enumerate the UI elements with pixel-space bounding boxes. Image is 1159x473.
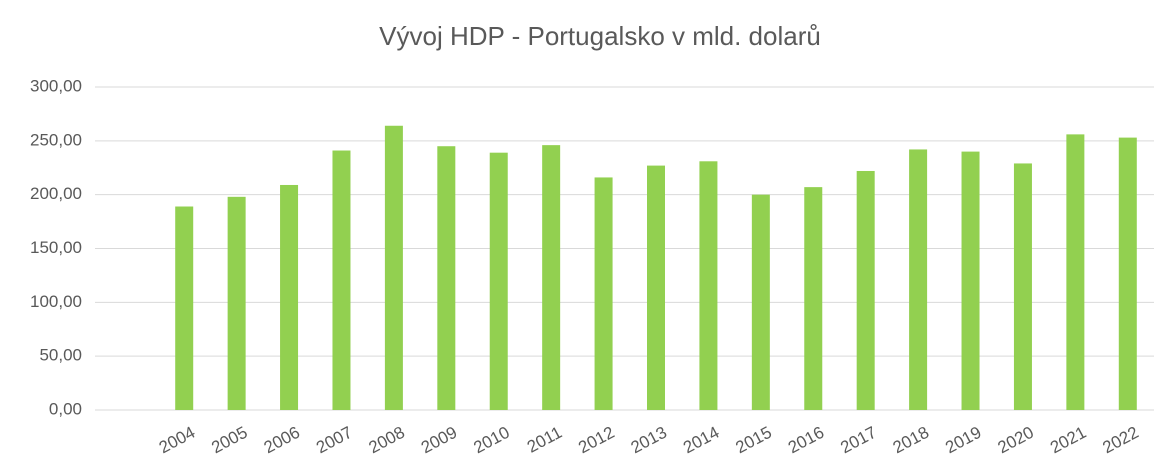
bar xyxy=(961,151,980,410)
x-tick-label: 2017 xyxy=(837,423,879,458)
x-tick-label: 2008 xyxy=(366,423,408,458)
y-tick-label: 200,00 xyxy=(30,184,82,203)
x-tick-label: 2004 xyxy=(156,423,198,458)
bar xyxy=(437,146,456,410)
x-tick-label: 2012 xyxy=(575,423,617,458)
x-tick-label: 2014 xyxy=(680,423,722,458)
x-tick-label: 2009 xyxy=(418,423,460,458)
bar xyxy=(647,165,665,410)
bar xyxy=(1066,134,1085,410)
bar xyxy=(332,150,351,411)
bar xyxy=(804,187,823,410)
y-tick-label: 250,00 xyxy=(30,130,82,149)
x-tick-label: 2016 xyxy=(785,423,827,458)
bar xyxy=(751,194,770,410)
x-tick-label: 2022 xyxy=(1099,423,1141,458)
bar xyxy=(227,196,246,410)
x-tick-label: 2019 xyxy=(942,423,984,458)
bar xyxy=(489,152,508,410)
x-tick-label: 2006 xyxy=(261,423,303,458)
y-tick-label: 0,00 xyxy=(49,399,82,418)
bar xyxy=(594,177,613,410)
y-tick-label: 100,00 xyxy=(30,292,82,311)
bar xyxy=(280,184,299,410)
x-tick-label: 2013 xyxy=(628,423,670,458)
bar xyxy=(699,161,718,410)
bar xyxy=(384,125,403,410)
x-tick-label: 2011 xyxy=(524,423,565,457)
bar xyxy=(175,206,194,410)
x-tick-label: 2021 xyxy=(1047,423,1089,458)
chart-title: Vývoj HDP - Portugalsko v mld. dolarů xyxy=(379,21,821,51)
x-tick-label: 2007 xyxy=(313,423,355,458)
bar xyxy=(1013,163,1032,410)
bar xyxy=(542,145,561,410)
x-tick-label: 2005 xyxy=(208,423,250,458)
bar xyxy=(1118,137,1137,410)
x-tick-label: 2020 xyxy=(995,423,1037,458)
bar xyxy=(856,170,875,410)
y-tick-label: 300,00 xyxy=(30,76,82,95)
x-tick-label: 2018 xyxy=(890,423,932,458)
y-tick-label: 150,00 xyxy=(30,238,82,257)
x-tick-label: 2010 xyxy=(470,423,512,458)
bar xyxy=(909,149,928,411)
y-tick-label: 50,00 xyxy=(39,346,82,365)
x-tick-label: 2015 xyxy=(733,423,775,458)
